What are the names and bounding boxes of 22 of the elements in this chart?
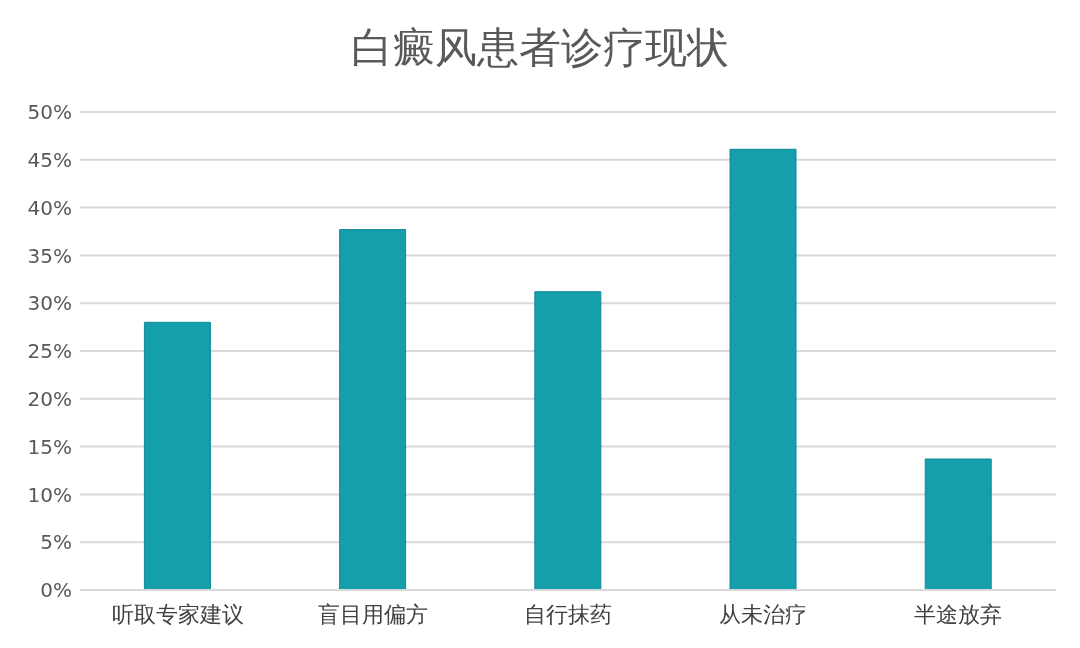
- x-tick-label: 自行抹药: [524, 601, 612, 627]
- bar: [729, 148, 797, 590]
- bar: [534, 291, 602, 590]
- y-tick-label: 35%: [27, 243, 72, 268]
- y-tick-label: 10%: [27, 482, 72, 507]
- y-tick-label: 15%: [27, 434, 72, 459]
- y-tick-label: 45%: [27, 147, 72, 172]
- bar: [143, 321, 211, 590]
- y-tick-label: 0%: [40, 578, 72, 603]
- y-tick-label: 5%: [40, 530, 72, 555]
- y-tick-label: 50%: [27, 100, 72, 125]
- y-tick-label: 30%: [27, 291, 72, 316]
- y-tick-label: 40%: [27, 195, 72, 220]
- bar: [924, 458, 992, 590]
- bar: [339, 229, 407, 590]
- y-tick-label: 25%: [27, 339, 72, 364]
- x-tick-label: 半途放弃: [914, 601, 1003, 627]
- chart-title: 白癜风患者诊疗现状: [350, 22, 730, 74]
- x-tick-label: 听取专家建议: [111, 601, 244, 627]
- x-tick-label: 从未治疗: [719, 601, 808, 627]
- y-tick-label: 20%: [27, 386, 72, 411]
- x-tick-label: 盲目用偏方: [317, 601, 428, 627]
